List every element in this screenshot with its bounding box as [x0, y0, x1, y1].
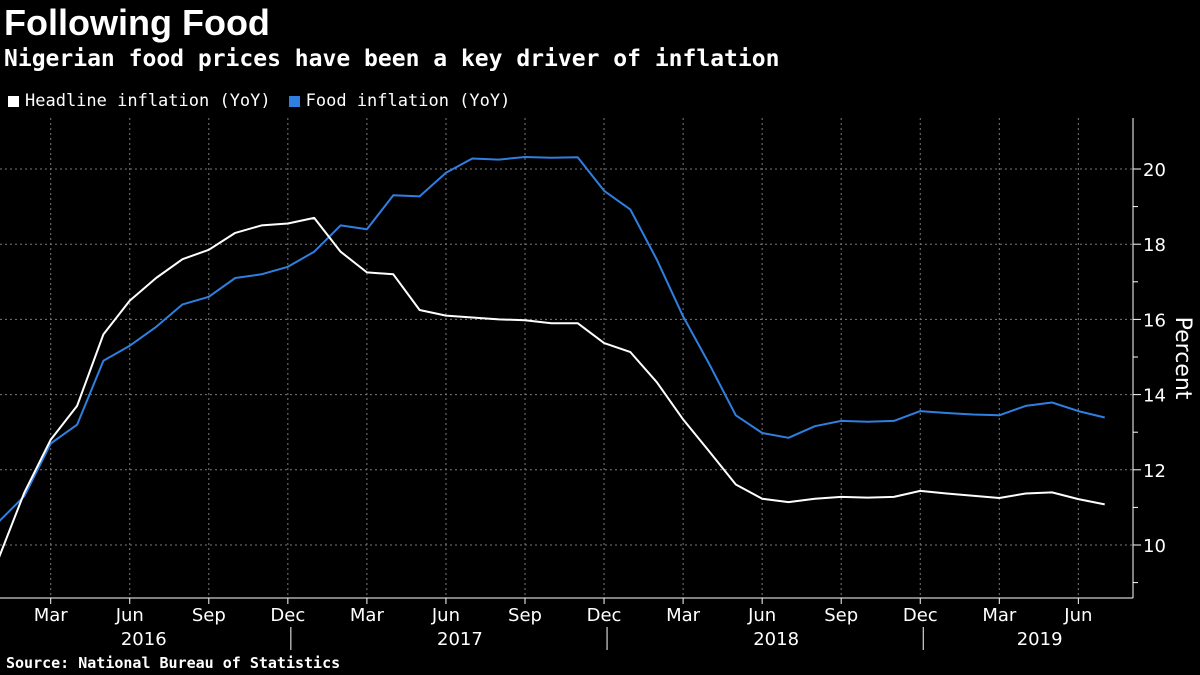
legend-label-headline: Headline inflation (YoY) — [25, 91, 271, 111]
y-tick-label: 18 — [1143, 235, 1166, 256]
x-tick-label: Sep — [824, 605, 858, 626]
y-tick-label: 10 — [1143, 536, 1166, 557]
y-tick-label: 16 — [1143, 310, 1166, 331]
series-line-headline — [0, 216, 1105, 558]
x-tick-label: Jun — [431, 605, 460, 626]
y-axis-label: Percent — [1170, 317, 1195, 400]
y-tick-label: 14 — [1143, 386, 1166, 407]
x-tick-label: Jun — [747, 605, 776, 626]
x-tick-label: Jun — [115, 605, 144, 626]
source-note: Source: National Bureau of Statistics — [6, 654, 341, 672]
legend-swatch-headline — [8, 95, 19, 107]
series-line-food — [0, 156, 1105, 522]
x-tick-label: Dec — [903, 605, 938, 626]
x-tick-label: Dec — [270, 605, 305, 626]
year-label: 2019 — [1017, 629, 1063, 650]
x-tick-label: Sep — [192, 605, 226, 626]
legend-swatch-food — [288, 95, 300, 107]
legend-item-headline: Headline inflation (YoY) — [8, 91, 271, 111]
y-tick-label: 20 — [1143, 160, 1166, 181]
y-tick-label: 12 — [1143, 461, 1166, 482]
year-label: 2018 — [753, 629, 799, 650]
x-tick-label: Mar — [666, 605, 701, 626]
legend: Headline inflation (YoY) Food inflation … — [8, 91, 510, 111]
x-tick-label: Sep — [508, 605, 542, 626]
x-tick-label: Dec — [587, 605, 622, 626]
year-label: 2017 — [437, 629, 483, 650]
chart-subtitle: Nigerian food prices have been a key dri… — [4, 46, 780, 72]
x-tick-label: Mar — [350, 605, 385, 626]
x-tick-label: Jun — [1063, 605, 1092, 626]
x-tick-label: Mar — [982, 605, 1017, 626]
legend-label-food: Food inflation (YoY) — [305, 91, 511, 111]
chart-title: Following Food — [4, 2, 270, 43]
x-tick-label: Mar — [34, 605, 69, 626]
legend-item-food: Food inflation (YoY) — [288, 91, 511, 111]
year-label: 2016 — [121, 629, 167, 650]
